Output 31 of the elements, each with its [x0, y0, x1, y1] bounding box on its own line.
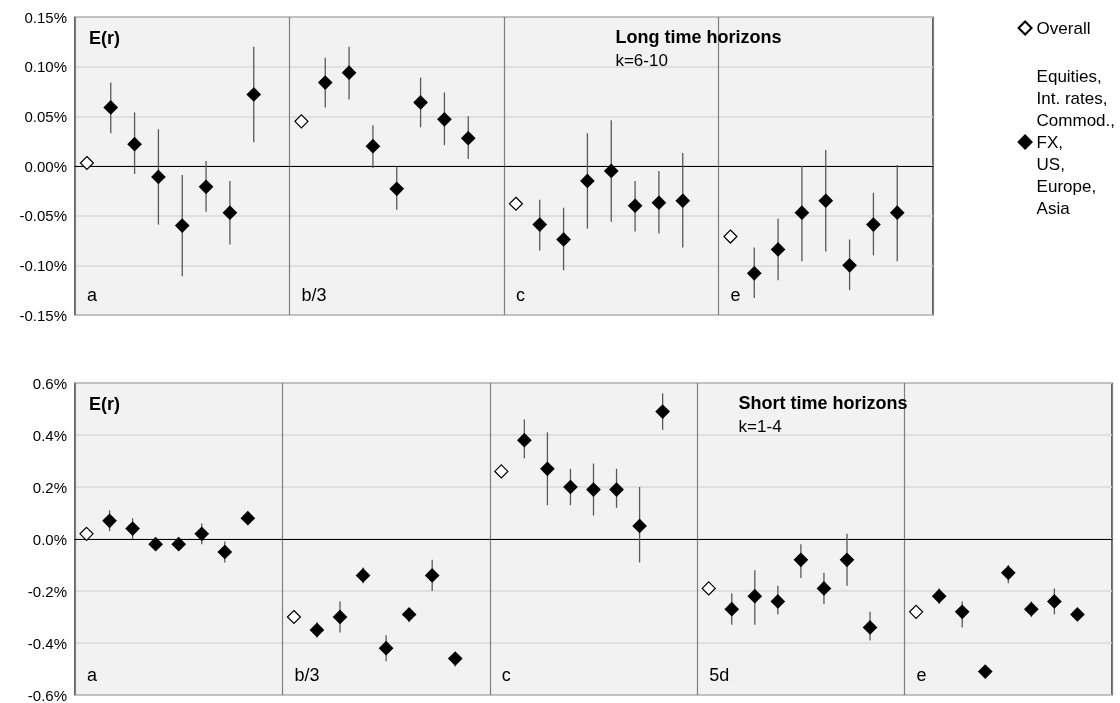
annotation: b/3 — [294, 665, 320, 685]
y-axis-title: E(r) — [89, 28, 120, 48]
y-tick-label: 0.2% — [32, 478, 67, 496]
y-axis-title: E(r) — [89, 394, 120, 414]
y-tick-label: -0.15% — [19, 306, 67, 324]
y-tick-label: 0.10% — [24, 58, 67, 76]
y-tick-label: 0.0% — [32, 530, 67, 548]
y-tick-label: 0.05% — [24, 107, 67, 125]
annotation: c — [501, 665, 511, 685]
y-tick-label: 0.15% — [24, 8, 67, 26]
annotation: a — [87, 665, 98, 685]
annotation: c — [516, 285, 525, 305]
y-tick-label: -0.4% — [27, 634, 67, 652]
text: Short time horizons — [738, 393, 908, 413]
legend-label: Overall — [1036, 18, 1091, 38]
text: k=1-4 — [738, 417, 782, 436]
y-tick-label: -0.2% — [27, 582, 67, 600]
legend-label: Equities, Int. rates, Commod., FX, US, Europe, Asia — [1036, 66, 1116, 218]
annotation: b/3 — [301, 285, 327, 305]
y-tick-label: 0.00% — [24, 157, 67, 175]
y-tick-label: 0.4% — [32, 426, 67, 444]
annotation: e — [730, 285, 741, 305]
annotation: e — [916, 665, 927, 685]
y-tick-label: -0.10% — [19, 256, 67, 274]
annotation: 5d — [709, 665, 730, 685]
annotation: a — [87, 285, 98, 305]
y-tick-label: -0.05% — [19, 207, 67, 225]
text: Long time horizons — [615, 27, 782, 47]
text: k=6-10 — [615, 51, 668, 70]
y-tick-label: -0.6% — [27, 686, 67, 703]
y-tick-label: 0.6% — [32, 374, 67, 392]
